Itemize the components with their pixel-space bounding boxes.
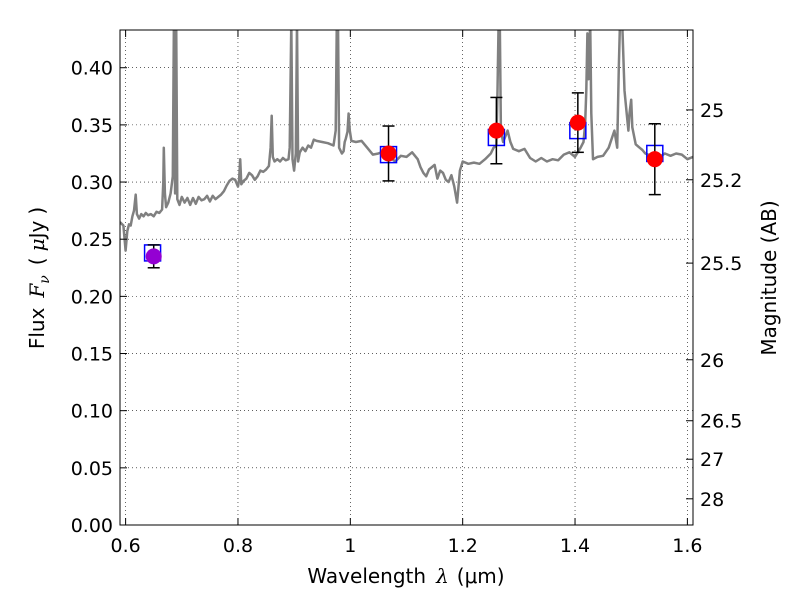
right-tick-label: 26.5 [700, 411, 742, 433]
right-axis-label: Magnitude (AB) [757, 200, 781, 355]
x-tick-label: 0.8 [223, 535, 253, 557]
model-spectrum-line [120, 30, 693, 252]
axis-ticks: 0.6 0.8 1 1.2 1.4 1.6 0.00 0.05 0.10 0.15 0.20 0.25… [71, 30, 742, 557]
y-tick-label: 0.20 [71, 286, 113, 308]
y-tick-label: 0.10 [71, 401, 113, 423]
x-tick-label: 0.6 [111, 535, 141, 557]
observed-point [145, 248, 162, 265]
y-tick-label: 0.25 [71, 229, 113, 251]
y-tick-label: 0.30 [71, 172, 113, 194]
right-tick-label: 25 [700, 100, 724, 122]
x-tick-label: 1 [344, 535, 356, 557]
x-axis-label: Wavelength λ (μm) [307, 564, 504, 588]
y-tick-label: 0.40 [71, 58, 113, 80]
observed-point [646, 151, 663, 168]
observed-point [569, 114, 586, 131]
y-tick-label: 0.00 [71, 515, 113, 537]
plot-frame [119, 29, 694, 526]
y-axis-label: FluxFν(μJy) [25, 207, 53, 349]
grid [120, 30, 693, 525]
observed-point [488, 122, 505, 139]
y-tick-label: 0.35 [71, 115, 113, 137]
right-tick-label: 25.5 [700, 253, 742, 275]
right-tick-label: 27 [700, 449, 724, 471]
model-spectrum-layer [120, 30, 693, 252]
right-tick-label: 25.2 [700, 170, 742, 192]
y-tick-label: 0.05 [71, 458, 113, 480]
y-tick-label: 0.15 [71, 344, 113, 366]
right-tick-label: 28 [700, 489, 724, 511]
observed-point [380, 145, 397, 162]
x-tick-label: 1.4 [560, 535, 590, 557]
right-tick-label: 26 [700, 350, 724, 372]
observed-points-layer [145, 114, 663, 265]
x-tick-label: 1.6 [672, 535, 702, 557]
x-tick-label: 1.2 [448, 535, 478, 557]
